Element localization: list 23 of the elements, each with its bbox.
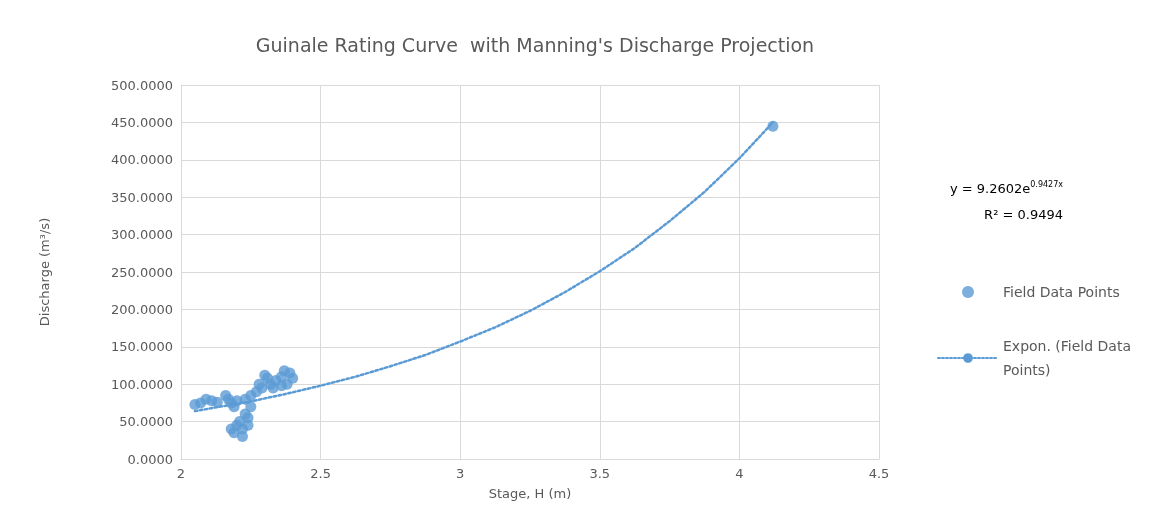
y-tick-label: 0.0000 — [127, 451, 173, 467]
text: R² = 0.9494 — [984, 207, 1063, 222]
x-tick-label: 2 — [176, 466, 186, 481]
y-tick-label: 500.0000 — [110, 77, 173, 93]
y-tick-label: 450.0000 — [110, 114, 173, 130]
x-axis-title: Stage, H (m) — [488, 486, 572, 501]
y-tick-label: 50.0000 — [119, 414, 173, 430]
y-tick-label: 350.0000 — [110, 189, 173, 205]
chart-title: Guinale Rating Curve with Manning's Discharge Projection — [255, 33, 815, 56]
y-tick-label: 150.0000 — [110, 339, 173, 355]
x-tick-label: 3.5 — [589, 466, 611, 481]
y-axis-title: Discharge (m³/s) — [37, 217, 52, 327]
x-tick-label: 4 — [735, 466, 744, 481]
y-tick-label: 200.0000 — [110, 301, 173, 317]
y-tick-label: 400.0000 — [110, 152, 173, 168]
y-tick-label: 300.0000 — [110, 227, 173, 243]
y-tick-label: 100.0000 — [110, 376, 173, 392]
x-tick-label: 2.5 — [310, 466, 331, 481]
x-tick-label: 4.5 — [868, 466, 890, 481]
x-tick-label: 3 — [456, 466, 465, 481]
legend-label: Field Data Points — [1003, 284, 1120, 300]
y-tick-label: 250.0000 — [110, 264, 173, 280]
legend-label: Expon. (Field Data Points) — [1003, 338, 1136, 378]
